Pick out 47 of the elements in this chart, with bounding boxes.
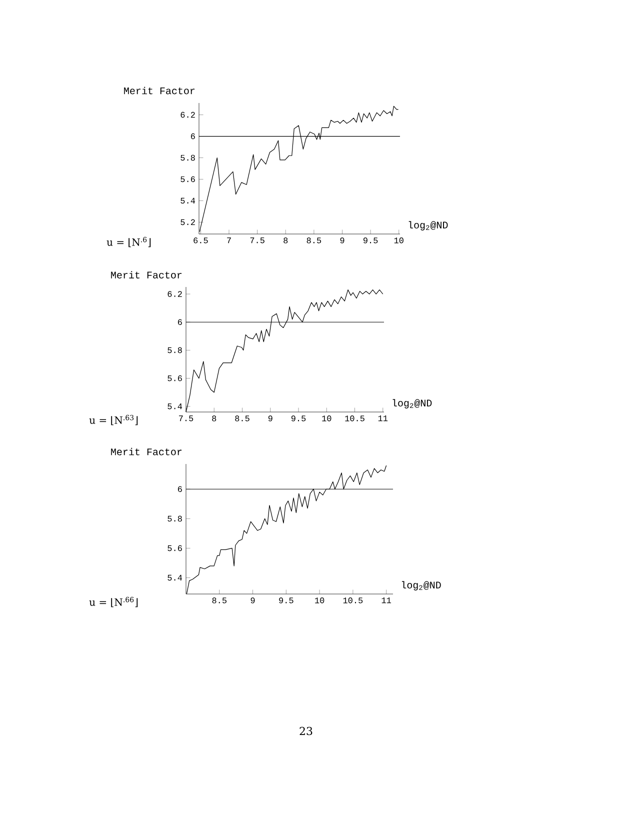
y-tick-label: 5.4 xyxy=(180,198,196,204)
y-tick-label: 5.6 xyxy=(180,176,195,182)
x-tick-label: 9.5 xyxy=(291,416,306,422)
x-tick-label: 10.5 xyxy=(343,598,363,604)
y-axis-title: Merit Factor xyxy=(124,86,195,94)
y-tick-label: 6.2 xyxy=(180,112,195,118)
x-tick-label: 11 xyxy=(378,416,388,422)
y-tick-label: 6 xyxy=(190,133,195,140)
y-axis-title: Merit Factor xyxy=(111,271,182,278)
x-axis-title: log$_{2}$@ND xyxy=(408,221,448,230)
x-tick-label: 8.5 xyxy=(235,416,250,422)
y-tick-label: 5.8 xyxy=(168,347,182,354)
x-tick-label: 8 xyxy=(212,416,216,422)
y-tick-label: 5.4 xyxy=(168,574,182,581)
text: u = ⌊N$^{.6}$⌋ xyxy=(106,236,151,248)
x-tick-label: 7 xyxy=(227,238,231,244)
x-tick-label: 10 xyxy=(322,416,332,422)
x-tick-label: 7.5 xyxy=(250,238,264,244)
x-axis-title: log$_{2}$@ND xyxy=(402,581,441,590)
x-tick-label: 9 xyxy=(268,416,272,422)
y-tick-label: 5.8 xyxy=(180,154,195,161)
x-tick-label: 10.5 xyxy=(345,416,364,422)
x-tick-label: 7.5 xyxy=(179,416,194,422)
y-tick-label: 5.2 xyxy=(180,219,195,226)
text: 23 xyxy=(300,726,312,736)
y-axis-title: Merit Factor xyxy=(111,448,182,456)
x-tick-label: 9 xyxy=(250,598,255,604)
x-tick-label: 9.5 xyxy=(279,598,294,604)
x-tick-label: 8.5 xyxy=(306,238,322,244)
text: u = ⌊N$^{.66}$⌋ xyxy=(89,596,138,608)
x-tick-label: 9.5 xyxy=(363,238,378,244)
y-tick-label: 6 xyxy=(178,319,182,325)
x-axis-title: log$_{2}$@ND xyxy=(392,399,432,408)
text: u = ⌊N$^{.63}$⌋ xyxy=(89,414,138,426)
x-tick-label: 6.5 xyxy=(194,238,208,244)
x-tick-label: 11 xyxy=(382,598,392,604)
y-tick-label: 6.2 xyxy=(168,291,182,297)
y-tick-label: 5.6 xyxy=(168,545,182,552)
y-tick-label: 6 xyxy=(178,486,182,492)
x-tick-label: 10 xyxy=(394,238,404,244)
y-tick-label: 5.8 xyxy=(168,516,182,522)
y-tick-label: 5.4 xyxy=(168,404,182,410)
x-tick-label: 10 xyxy=(315,598,324,604)
x-tick-label: 9 xyxy=(340,238,344,244)
x-tick-label: 8.5 xyxy=(212,598,226,604)
x-tick-label: 8 xyxy=(284,238,288,244)
y-tick-label: 5.6 xyxy=(168,375,182,382)
